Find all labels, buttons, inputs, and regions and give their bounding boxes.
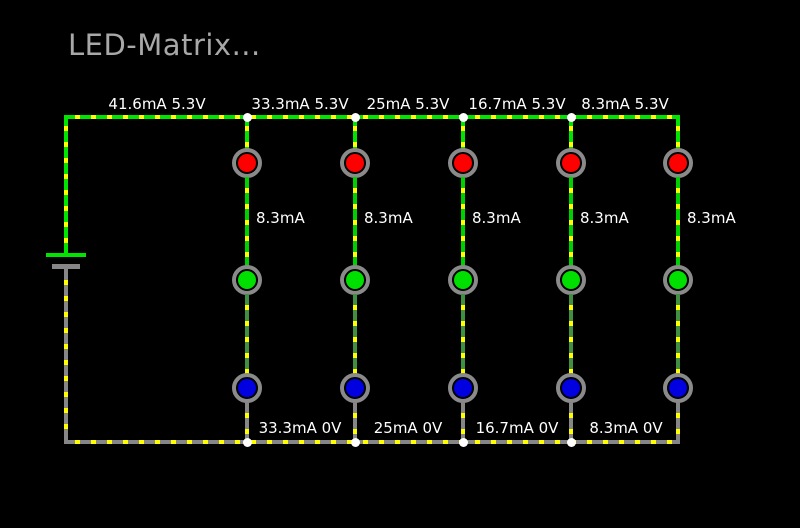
led-blue-core <box>669 379 687 397</box>
column-wire-top[interactable] <box>569 115 573 151</box>
led-blue-core <box>562 379 580 397</box>
rail-current-voltage-label: 16.7mA 5.3V <box>468 95 566 113</box>
led-green-core <box>346 271 364 289</box>
column-wire-low[interactable] <box>569 294 573 375</box>
column-wire-top[interactable] <box>245 115 249 151</box>
column-wire-top[interactable] <box>676 115 680 151</box>
column-wire-low[interactable] <box>676 294 680 375</box>
led-blue[interactable] <box>556 373 586 403</box>
column-wire-low[interactable] <box>245 294 249 375</box>
column-wire-low[interactable] <box>461 294 465 375</box>
ground-rail-wire[interactable] <box>64 440 680 444</box>
battery-positive-plate[interactable] <box>46 253 86 257</box>
junction-dot <box>459 113 468 122</box>
led-blue[interactable] <box>663 373 693 403</box>
led-blue[interactable] <box>232 373 262 403</box>
led-green-core <box>669 271 687 289</box>
led-blue[interactable] <box>340 373 370 403</box>
branch-current-label: 8.3mA <box>364 209 413 227</box>
junction-dot <box>567 113 576 122</box>
ground-current-voltage-label: 16.7mA 0V <box>475 419 559 437</box>
column-wire-ground[interactable] <box>353 402 357 442</box>
column-wire-mid[interactable] <box>676 177 680 267</box>
led-green[interactable] <box>448 265 478 295</box>
junction-dot <box>243 438 252 447</box>
led-red-core <box>669 154 687 172</box>
led-red[interactable] <box>663 148 693 178</box>
junction-dot <box>567 438 576 447</box>
battery-wire-negative[interactable] <box>64 269 68 440</box>
led-red-core <box>454 154 472 172</box>
column-wire-low[interactable] <box>353 294 357 375</box>
column-wire-mid[interactable] <box>569 177 573 267</box>
junction-dot <box>243 113 252 122</box>
circuit-title: LED-Matrix... <box>68 28 261 62</box>
column-wire-mid[interactable] <box>245 177 249 267</box>
top-rail-wire[interactable] <box>64 115 680 119</box>
led-green[interactable] <box>232 265 262 295</box>
column-wire-ground[interactable] <box>676 402 680 442</box>
led-red[interactable] <box>232 148 262 178</box>
rail-current-voltage-label: 33.3mA 5.3V <box>251 95 349 113</box>
led-red-core <box>346 154 364 172</box>
led-blue-core <box>346 379 364 397</box>
column-wire-top[interactable] <box>353 115 357 151</box>
led-green-core <box>454 271 472 289</box>
battery-negative-plate[interactable] <box>52 264 80 269</box>
junction-dot <box>351 438 360 447</box>
led-green[interactable] <box>663 265 693 295</box>
led-green[interactable] <box>340 265 370 295</box>
column-wire-ground[interactable] <box>461 402 465 442</box>
led-green[interactable] <box>556 265 586 295</box>
column-wire-ground[interactable] <box>245 402 249 442</box>
branch-current-label: 8.3mA <box>256 209 305 227</box>
led-red[interactable] <box>556 148 586 178</box>
branch-current-label: 8.3mA <box>472 209 521 227</box>
column-wire-ground[interactable] <box>569 402 573 442</box>
led-green-core <box>238 271 256 289</box>
led-blue-core <box>454 379 472 397</box>
branch-current-label: 8.3mA <box>580 209 629 227</box>
junction-dot <box>459 438 468 447</box>
ground-current-voltage-label: 8.3mA 0V <box>589 419 663 437</box>
led-red-core <box>562 154 580 172</box>
rail-current-voltage-label: 8.3mA 5.3V <box>581 95 669 113</box>
led-red-core <box>238 154 256 172</box>
branch-current-label: 8.3mA <box>687 209 736 227</box>
column-wire-mid[interactable] <box>461 177 465 267</box>
ground-current-voltage-label: 25mA 0V <box>373 419 443 437</box>
ground-current-voltage-label: 33.3mA 0V <box>258 419 342 437</box>
column-wire-top[interactable] <box>461 115 465 151</box>
battery-wire-positive[interactable] <box>64 115 68 253</box>
rail-current-voltage-label: 41.6mA 5.3V <box>108 95 206 113</box>
led-red[interactable] <box>448 148 478 178</box>
led-green-core <box>562 271 580 289</box>
led-blue[interactable] <box>448 373 478 403</box>
junction-dot <box>351 113 360 122</box>
led-blue-core <box>238 379 256 397</box>
rail-current-voltage-label: 25mA 5.3V <box>366 95 450 113</box>
led-red[interactable] <box>340 148 370 178</box>
column-wire-mid[interactable] <box>353 177 357 267</box>
